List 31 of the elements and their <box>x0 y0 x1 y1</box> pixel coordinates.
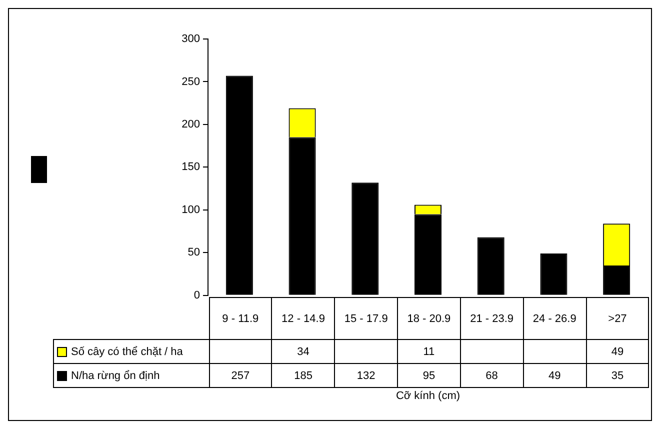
x-tick-label: 9 - 11.9 <box>209 298 272 340</box>
x-tick-label: 15 - 17.9 <box>334 298 398 340</box>
x-tick-label: >27 <box>586 298 649 340</box>
data-label: 49 <box>586 340 649 364</box>
text: Cỡ kính (cm) <box>394 390 462 402</box>
y-tick-label: 150 <box>182 161 200 174</box>
bar <box>477 237 504 295</box>
data-label: 34 <box>272 340 335 364</box>
data-label: 132 <box>334 364 398 388</box>
x-tick-label: 21 - 23.9 <box>460 298 524 340</box>
data-label: 11 <box>398 340 460 364</box>
data-label: 68 <box>460 364 524 388</box>
x-tick-label: 18 - 20.9 <box>398 298 460 340</box>
bar <box>226 76 253 295</box>
y-tick-label: 250 <box>182 76 200 88</box>
data-label: 185 <box>272 364 335 388</box>
y-tick-label: 300 <box>182 33 200 46</box>
y-tick-label: 100 <box>182 204 200 216</box>
legend-label: N/ha rừng ổn định <box>71 370 160 382</box>
y-tick-label: 200 <box>182 118 200 130</box>
data-label: 95 <box>398 364 460 388</box>
bar <box>540 254 568 295</box>
x-tick-label: 24 - 26.9 <box>523 298 586 340</box>
legend-label: Số cây có thể chặt / ha <box>71 346 183 358</box>
data-label: 35 <box>586 364 649 388</box>
data-label: 49 <box>523 364 586 388</box>
y-tick-label: 0 <box>194 289 200 302</box>
x-tick-label: 12 - 14.9 <box>272 298 335 340</box>
bar <box>352 182 379 295</box>
data-label: 257 <box>209 364 272 388</box>
y-tick-label: 50 <box>188 246 200 259</box>
